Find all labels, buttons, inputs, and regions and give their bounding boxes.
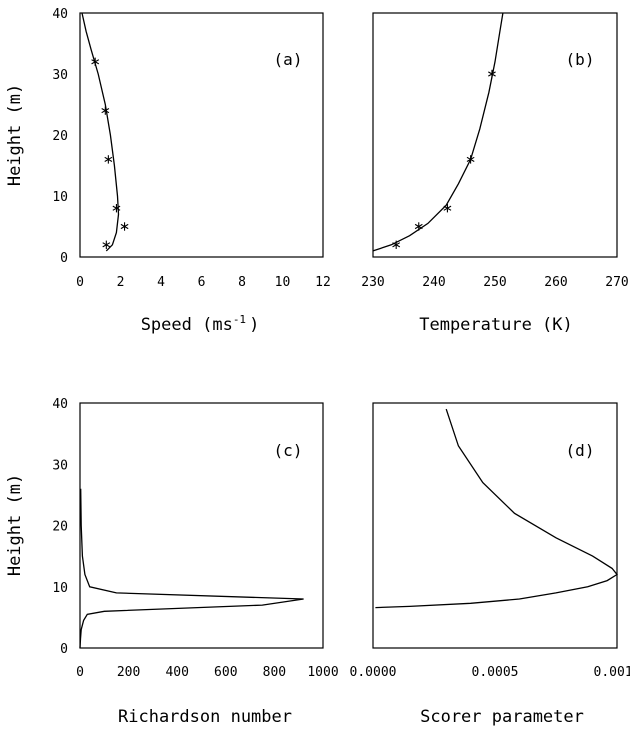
- panel-a-plot: [81, 12, 129, 252]
- panel-b-xticks: 230 240 250 260 270: [361, 275, 628, 290]
- panel-b-xtick-label: 240: [422, 275, 445, 290]
- panel-c-ytick-label: 20: [52, 520, 68, 535]
- panel-a-data-point: [102, 240, 111, 249]
- panel-c-curve: [79, 488, 304, 649]
- panel-b-data-point: [488, 69, 496, 79]
- panel-c-ytick-label: 0: [60, 642, 68, 657]
- panel-c-xtick-label: 600: [214, 665, 237, 680]
- panel-a-xtick-label: 0: [76, 275, 84, 290]
- panel-a-xtick-label: 12: [315, 275, 331, 290]
- panel-c-xtick-label: 1000: [307, 665, 338, 680]
- panel-c-frame: [79, 402, 324, 649]
- panel-b-data-point: [443, 204, 452, 213]
- panel-a-ytick-label: 10: [52, 190, 68, 205]
- panel-a-data-point: [104, 155, 113, 164]
- panel-a-xlabel-close: ): [249, 315, 259, 335]
- panel-a-ytick-label: 20: [52, 129, 68, 144]
- panel-c-ylabel: Height (m): [5, 474, 25, 576]
- panel-b-xtick-label: 230: [361, 275, 384, 290]
- panel-c-ytick-label: 40: [52, 397, 68, 412]
- panel-a-xticks: 0 2 4 6 8 10 12: [76, 275, 331, 290]
- panel-a-data-point: [120, 222, 129, 231]
- panel-b-frame: [372, 12, 618, 258]
- panel-c: (c) Height (m) Richardson number 0 200 400…: [5, 397, 339, 727]
- panel-a-xtick-label: 4: [157, 275, 165, 290]
- panel-b-xlabel: Temperature (K): [419, 315, 573, 335]
- panel-b-data-point: [414, 222, 423, 231]
- panel-a-xtick-label: 10: [275, 275, 291, 290]
- panel-d-plot: [375, 408, 618, 609]
- panel-a-label: (a): [274, 50, 303, 69]
- panel-a-data-point: [91, 57, 100, 66]
- panel-a: (a) Height (m) Speed (ms-1) 0 2 4 6 8 10 12 0 1…: [5, 7, 331, 335]
- panel-b-data-point: [392, 240, 401, 249]
- panel-b: (b) Temperature (K) 230 240 250 260 270: [361, 12, 629, 335]
- panel-c-xtick-label: 200: [117, 665, 140, 680]
- panel-a-xtick-label: 8: [238, 275, 246, 290]
- panel-d-label: (d): [566, 441, 595, 460]
- panel-a-xlabel-sup: -1: [233, 313, 246, 326]
- panel-c-ytick-label: 10: [52, 581, 68, 596]
- panel-a-curve: [81, 12, 120, 252]
- panel-a-yticks: 0 10 20 30 40: [52, 7, 68, 266]
- panel-d-xlabel: Scorer parameter: [420, 707, 584, 727]
- panel-b-xtick-label: 250: [483, 275, 506, 290]
- panel-c-xticks: 0 200 400 600 800 1000: [76, 665, 339, 680]
- panel-a-ytick-label: 40: [52, 7, 68, 22]
- panel-a-xlabel-main: Speed (ms: [141, 315, 233, 335]
- panel-b-data-point: [466, 155, 475, 164]
- panel-c-ytick-label: 30: [52, 458, 68, 473]
- panel-c-xlabel: Richardson number: [118, 707, 292, 727]
- panel-c-xtick-label: 0: [76, 665, 84, 680]
- panel-c-xtick-label: 800: [263, 665, 286, 680]
- panel-a-frame: [79, 12, 324, 258]
- panel-b-curve: [372, 12, 504, 252]
- panel-b-xtick-label: 270: [605, 275, 628, 290]
- panel-c-plot: [79, 488, 304, 649]
- panel-d-frame: [372, 402, 618, 649]
- panel-c-label: (c): [274, 441, 303, 460]
- panel-a-ytick-label: 0: [60, 251, 68, 266]
- panel-a-ylabel: Height (m): [5, 84, 25, 186]
- panel-d-xtick-label: 0.0005: [472, 665, 519, 680]
- panel-b-plot: [372, 12, 504, 252]
- panel-b-xtick-label: 260: [544, 275, 567, 290]
- panel-a-data-point: [112, 204, 121, 213]
- panel-c-yticks: 0 10 20 30 40: [52, 397, 68, 657]
- panel-a-xtick-label: 2: [117, 275, 125, 290]
- panel-a-xtick-label: 6: [198, 275, 206, 290]
- panel-a-xlabel: Speed (ms-1): [141, 313, 260, 335]
- panel-c-xtick-label: 400: [165, 665, 188, 680]
- panel-a-ytick-label: 30: [52, 68, 68, 83]
- panel-d-curve: [375, 408, 618, 609]
- panel-a-data-point: [101, 106, 110, 115]
- panel-b-label: (b): [566, 50, 595, 69]
- panel-d-xtick-label: 0.0000: [350, 665, 397, 680]
